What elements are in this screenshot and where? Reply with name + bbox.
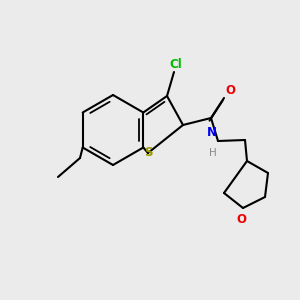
Text: O: O [236, 213, 247, 226]
Text: H: H [209, 148, 217, 158]
Text: S: S [144, 146, 152, 160]
Text: N: N [206, 127, 217, 140]
Text: O: O [226, 83, 236, 97]
Text: Cl: Cl [169, 58, 182, 70]
